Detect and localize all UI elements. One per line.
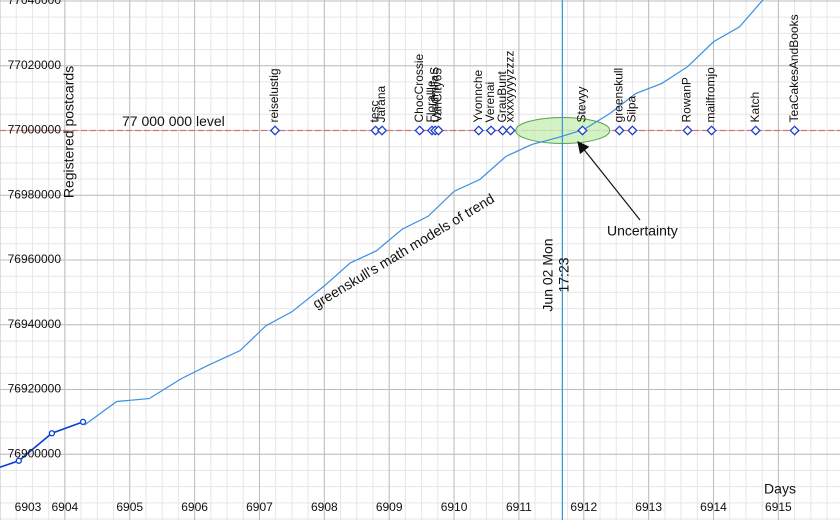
user-label: LyudmilaS (427, 67, 441, 123)
user-label: reiselustig (267, 68, 281, 122)
x-tick-label: 6905 (116, 500, 143, 514)
user-marker (682, 125, 693, 136)
user-marker (414, 125, 425, 136)
user-label: Silpa (625, 95, 639, 122)
user-label: VanCity65 (431, 68, 445, 123)
x-tick-label: 6909 (376, 500, 403, 514)
user-label: GrauBunt (495, 70, 509, 122)
user-label: Yvonnche (471, 69, 485, 122)
user-marker (269, 125, 281, 136)
uncertainty-label: Uncertainty (607, 223, 678, 239)
x-tick-label: 6906 (181, 500, 208, 514)
user-marker (497, 125, 508, 136)
user-marker (433, 125, 444, 136)
user-label: tesc (368, 100, 382, 122)
user-label: RowanP (680, 77, 694, 122)
x-tick-label: 6904 (52, 500, 79, 514)
series-line (0, 421, 84, 468)
y-tick-label: 77000000 (8, 123, 62, 137)
x-tick-label: 6914 (700, 500, 727, 514)
y-tick-label: 76940000 (8, 317, 62, 331)
x-tick-label: 6907 (246, 500, 273, 514)
x-tick-label: 6903 (15, 500, 42, 514)
data-point (15, 457, 22, 464)
user-marker (473, 125, 484, 136)
user-label: Verenai (483, 82, 497, 123)
user-marker (614, 125, 625, 136)
user-label: ChocCrossie (412, 53, 426, 122)
user-label: Katch (748, 92, 762, 123)
uncertainty-arrow (577, 141, 641, 221)
series-line (83, 0, 764, 426)
trend-label: greenskull's math models of trend (310, 190, 497, 311)
user-label: Stevyy (575, 86, 589, 122)
user-label: greenskull (612, 68, 626, 123)
user-marker (706, 125, 717, 136)
x-axis-label: Days (764, 481, 796, 497)
data-point (79, 418, 87, 426)
user-marker (789, 125, 800, 136)
x-tick-label: 6911 (506, 500, 532, 514)
user-marker (376, 125, 388, 136)
user-label: xxxxyyyyzzzz (503, 50, 517, 122)
y-tick-label: 77020000 (8, 58, 62, 72)
user-marker (370, 125, 381, 136)
user-marker (485, 125, 497, 136)
x-tick-label: 6915 (765, 500, 792, 514)
x-tick-label: 6908 (311, 500, 338, 514)
user-label: Florallle (424, 80, 438, 122)
user-marker (577, 125, 588, 136)
y-axis-label: Registered postcards (61, 66, 77, 198)
y-tick-label: 76960000 (8, 252, 62, 266)
data-point (48, 430, 56, 437)
y-tick-label: 77040000 (8, 0, 62, 7)
user-label: Jarana (374, 85, 388, 122)
user-marker (505, 125, 516, 136)
y-tick-label: 76900000 (8, 446, 62, 460)
x-tick-label: 6912 (570, 500, 597, 514)
crossing-label: Jun 02 Mon17:23 (539, 238, 571, 311)
x-tick-label: 6910 (441, 500, 468, 514)
user-marker (750, 125, 761, 136)
user-label: mailfromjo (704, 67, 718, 123)
x-tick-label: 6913 (635, 500, 662, 514)
user-marker (627, 125, 638, 136)
y-tick-label: 76980000 (8, 187, 62, 201)
y-tick-label: 76920000 (8, 382, 62, 396)
level-label: 77 000 000 level (122, 113, 225, 129)
user-label: TeaCakesAndBooks (787, 14, 801, 122)
